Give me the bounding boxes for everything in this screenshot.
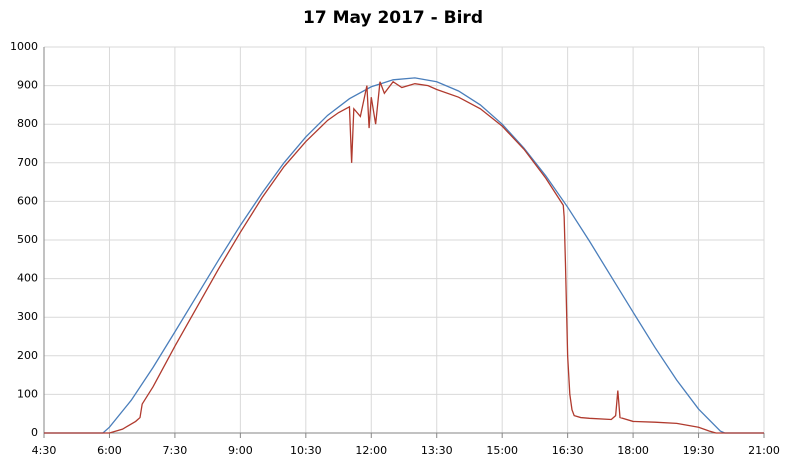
x-tick-label: 4:30 (32, 444, 57, 457)
x-tick-label: 18:00 (617, 444, 649, 457)
x-tick-label: 12:00 (355, 444, 387, 457)
y-tick-label: 900 (17, 79, 38, 92)
x-tick-label: 21:00 (748, 444, 780, 457)
x-tick-label: 19:30 (683, 444, 715, 457)
x-tick-label: 9:00 (228, 444, 253, 457)
x-tick-label: 10:30 (290, 444, 322, 457)
y-tick-label: 800 (17, 117, 38, 130)
y-tick-label: 400 (17, 272, 38, 285)
x-tick-label: 15:00 (486, 444, 518, 457)
y-tick-label: 300 (17, 310, 38, 323)
x-tick-label: 13:30 (421, 444, 453, 457)
series-line (44, 77, 764, 434)
series-line (44, 80, 764, 434)
y-tick-label: 0 (31, 426, 38, 439)
y-tick-label: 100 (17, 387, 38, 400)
y-tick-label: 1000 (10, 40, 38, 53)
y-tick-label: 500 (17, 233, 38, 246)
y-tick-label: 200 (17, 349, 38, 362)
y-tick-label: 600 (17, 194, 38, 207)
x-tick-label: 16:30 (552, 444, 584, 457)
y-tick-label: 700 (17, 156, 38, 169)
x-tick-label: 7:30 (163, 444, 188, 457)
x-tick-label: 6:00 (97, 444, 122, 457)
chart-title: 17 May 2017 - Bird (303, 8, 483, 28)
